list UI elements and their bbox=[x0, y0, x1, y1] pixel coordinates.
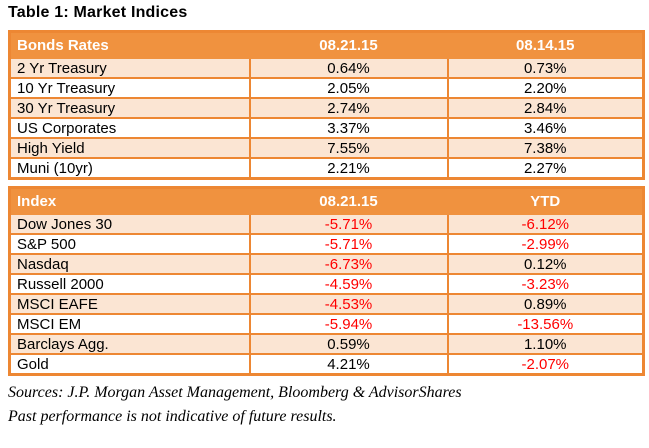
cell-value: -5.94% bbox=[248, 313, 449, 335]
cell-value: 0.12% bbox=[446, 253, 645, 275]
bonds-rates-table: Bonds Rates 08.21.15 08.14.15 2 Yr Treas… bbox=[8, 30, 645, 180]
table-row: MSCI EM -5.94% -13.56% bbox=[8, 313, 645, 335]
row-label: 10 Yr Treasury bbox=[8, 77, 251, 99]
cell-value: -4.59% bbox=[248, 273, 449, 295]
column-header-date-2: 08.14.15 bbox=[446, 30, 645, 59]
cell-value: -4.53% bbox=[248, 293, 449, 315]
cell-value: 4.21% bbox=[248, 353, 449, 376]
sources-note: Sources: J.P. Morgan Asset Management, B… bbox=[8, 384, 462, 401]
table-row: Nasdaq -6.73% 0.12% bbox=[8, 253, 645, 275]
cell-value: 7.55% bbox=[248, 137, 449, 159]
table-row: S&P 500 -5.71% -2.99% bbox=[8, 233, 645, 255]
column-header-date-1: 08.21.15 bbox=[248, 30, 449, 59]
index-table: Index 08.21.15 YTD Dow Jones 30 -5.71% -6.… bbox=[8, 186, 645, 376]
index-body: Dow Jones 30 -5.71% -6.12% S&P 500 -5.71% -2.… bbox=[8, 213, 645, 376]
cell-value: 2.74% bbox=[248, 97, 449, 119]
table-row: Barclays Agg. 0.59% 1.10% bbox=[8, 333, 645, 355]
row-label: High Yield bbox=[8, 137, 251, 159]
row-label: MSCI EAFE bbox=[8, 293, 251, 315]
row-label: Barclays Agg. bbox=[8, 333, 251, 355]
cell-value: 0.59% bbox=[248, 333, 449, 355]
cell-value: 2.20% bbox=[446, 77, 645, 99]
cell-value: 7.38% bbox=[446, 137, 645, 159]
cell-value: -3.23% bbox=[446, 273, 645, 295]
row-label: S&P 500 bbox=[8, 233, 251, 255]
cell-value: -2.99% bbox=[446, 233, 645, 255]
row-label: Nasdaq bbox=[8, 253, 251, 275]
row-label: 30 Yr Treasury bbox=[8, 97, 251, 119]
table-row: Muni (10yr) 2.21% 2.27% bbox=[8, 157, 645, 180]
table-row: Gold 4.21% -2.07% bbox=[8, 353, 645, 376]
cell-value: -6.73% bbox=[248, 253, 449, 275]
column-header-bonds-rates: Bonds Rates bbox=[8, 30, 251, 59]
bonds-rates-header-row: Bonds Rates 08.21.15 08.14.15 bbox=[8, 30, 645, 59]
table-row: US Corporates 3.37% 3.46% bbox=[8, 117, 645, 139]
table-row: High Yield 7.55% 7.38% bbox=[8, 137, 645, 159]
cell-value: 3.37% bbox=[248, 117, 449, 139]
disclaimer-note: Past performance is not indicative of fu… bbox=[8, 408, 337, 425]
cell-value: 2.84% bbox=[446, 97, 645, 119]
column-header-date: 08.21.15 bbox=[248, 186, 449, 215]
column-header-index: Index bbox=[8, 186, 251, 215]
cell-value: 2.05% bbox=[248, 77, 449, 99]
table-row: 2 Yr Treasury 0.64% 0.73% bbox=[8, 57, 645, 79]
table-row: Dow Jones 30 -5.71% -6.12% bbox=[8, 213, 645, 235]
column-header-ytd: YTD bbox=[446, 186, 645, 215]
cell-value: -2.07% bbox=[446, 353, 645, 376]
cell-value: 0.89% bbox=[446, 293, 645, 315]
row-label: Gold bbox=[8, 353, 251, 376]
cell-value: 1.10% bbox=[446, 333, 645, 355]
cell-value: -6.12% bbox=[446, 213, 645, 235]
table-row: 10 Yr Treasury 2.05% 2.20% bbox=[8, 77, 645, 99]
row-label: Russell 2000 bbox=[8, 273, 251, 295]
cell-value: 0.73% bbox=[446, 57, 645, 79]
bonds-rates-body: 2 Yr Treasury 0.64% 0.73% 10 Yr Treasury 2.0… bbox=[8, 57, 645, 180]
row-label: Dow Jones 30 bbox=[8, 213, 251, 235]
cell-value: 2.21% bbox=[248, 157, 449, 180]
row-label: 2 Yr Treasury bbox=[8, 57, 251, 79]
cell-value: -5.71% bbox=[248, 233, 449, 255]
row-label: MSCI EM bbox=[8, 313, 251, 335]
index-header-row: Index 08.21.15 YTD bbox=[8, 186, 645, 215]
table-row: 30 Yr Treasury 2.74% 2.84% bbox=[8, 97, 645, 119]
cell-value: -13.56% bbox=[446, 313, 645, 335]
cell-value: 3.46% bbox=[446, 117, 645, 139]
row-label: US Corporates bbox=[8, 117, 251, 139]
cell-value: 2.27% bbox=[446, 157, 645, 180]
page-title: Table 1: Market Indices bbox=[8, 4, 188, 21]
table-row: Russell 2000 -4.59% -3.23% bbox=[8, 273, 645, 295]
row-label: Muni (10yr) bbox=[8, 157, 251, 180]
cell-value: -5.71% bbox=[248, 213, 449, 235]
cell-value: 0.64% bbox=[248, 57, 449, 79]
table-row: MSCI EAFE -4.53% 0.89% bbox=[8, 293, 645, 315]
